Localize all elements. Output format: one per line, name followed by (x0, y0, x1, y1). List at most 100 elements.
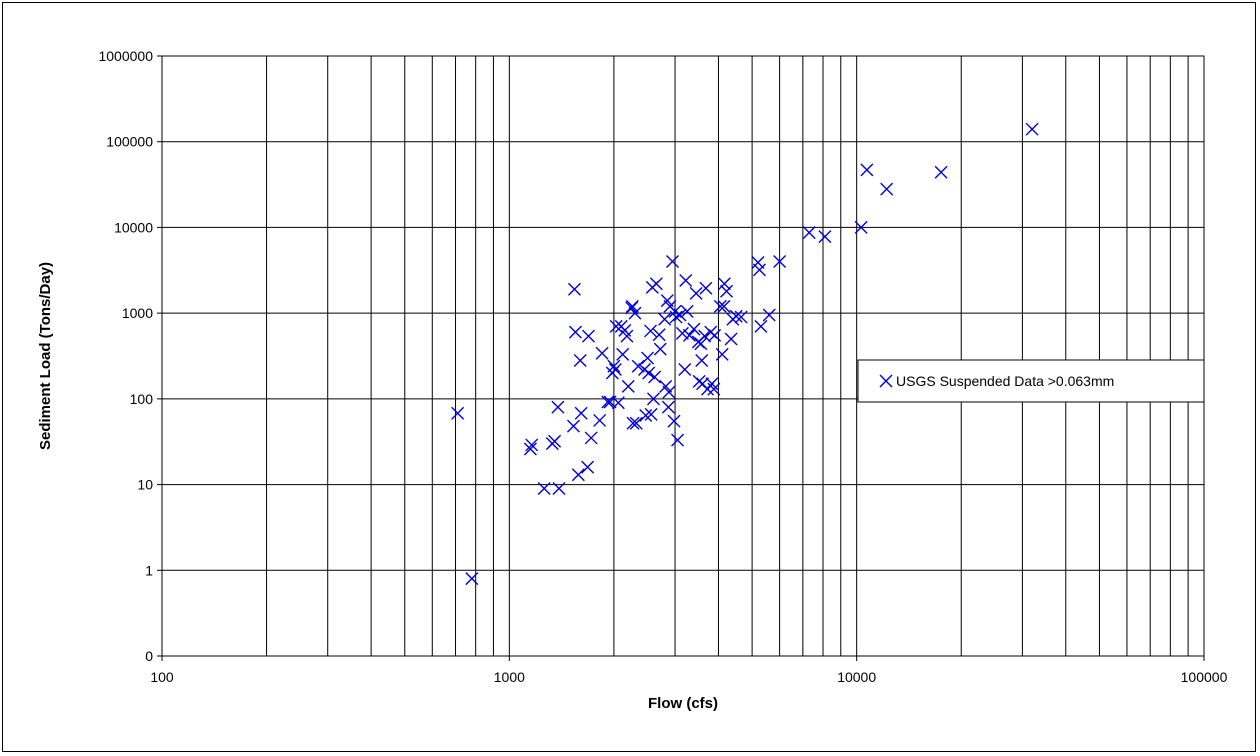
data-point (662, 385, 676, 399)
data-point (682, 328, 696, 342)
data-point (652, 328, 666, 342)
y-tick-label: 0 (145, 648, 153, 664)
y-tick-label: 100000 (106, 134, 153, 150)
data-point (762, 308, 776, 322)
data-point (523, 442, 537, 456)
data-point (667, 414, 681, 428)
y-tick-label: 10 (137, 477, 153, 493)
data-point (573, 354, 587, 368)
data-point (581, 460, 595, 474)
data-point (620, 329, 634, 343)
y-tick-label: 10000 (114, 219, 153, 235)
data-point (601, 395, 615, 409)
data-point (717, 299, 731, 313)
data-point (548, 434, 562, 448)
data-point (671, 433, 685, 447)
data-point (593, 413, 607, 427)
data-point (525, 438, 539, 452)
data-point (451, 406, 465, 420)
data-point (629, 416, 643, 430)
legend-marker-x-icon (879, 374, 893, 388)
data-point (644, 324, 658, 338)
data-point (581, 329, 595, 343)
data-point (773, 255, 787, 269)
plot-area (161, 55, 1205, 657)
data-point (715, 347, 729, 361)
x-axis-title: Flow (cfs) (648, 695, 718, 712)
y-axis-title: Sediment Load (Tons/Day) (37, 262, 54, 450)
legend-box (857, 359, 1205, 403)
data-point (574, 406, 588, 420)
y-tick-label: 1000 (122, 305, 153, 321)
data-point (646, 392, 660, 406)
data-point (621, 379, 635, 393)
data-point (689, 286, 703, 300)
gridlines (161, 56, 1204, 656)
data-point (1025, 122, 1039, 136)
legend-label: USGS Suspended Data >0.063mm (896, 373, 1114, 389)
data-point (584, 431, 598, 445)
data-point (934, 165, 948, 179)
data-point (854, 220, 868, 234)
data-point (644, 407, 658, 421)
data-point (567, 282, 581, 296)
data-point (698, 329, 712, 343)
data-point (802, 226, 816, 240)
x-tick-label: 100 (150, 669, 174, 685)
data-point (680, 304, 694, 318)
data-point (754, 319, 768, 333)
x-tick-label: 1000 (494, 669, 525, 685)
data-point (625, 299, 639, 313)
data-point (607, 359, 621, 373)
data-point (880, 182, 894, 196)
data-point (628, 306, 642, 320)
data-point (707, 382, 721, 396)
data-point (720, 284, 734, 298)
data-points (451, 122, 1039, 586)
legend: USGS Suspended Data >0.063mm (857, 359, 1205, 403)
data-point (616, 347, 630, 361)
y-tick-label: 100 (130, 391, 154, 407)
data-point (694, 337, 708, 351)
data-point (649, 277, 663, 291)
data-point (465, 572, 479, 586)
y-axis-ticks: 0 1 10 100 1000 10000 100000 1000000 (98, 48, 162, 664)
data-point (752, 263, 766, 277)
data-point (678, 363, 692, 377)
y-tick-label: 1000000 (98, 48, 153, 64)
x-tick-label: 100000 (1181, 669, 1228, 685)
data-point (687, 322, 701, 336)
data-point (568, 325, 582, 339)
x-tick-label: 10000 (837, 669, 876, 685)
data-point (653, 342, 667, 356)
data-point (675, 326, 689, 340)
data-point (639, 408, 653, 422)
data-point (666, 255, 680, 269)
data-point (724, 332, 738, 346)
x-axis-ticks: 100 1000 10000 100000 (150, 656, 1228, 685)
data-point (818, 230, 832, 244)
data-point (642, 366, 656, 380)
data-point (734, 310, 748, 324)
data-point (571, 468, 585, 482)
data-point (641, 351, 655, 365)
data-point (648, 370, 662, 384)
data-point (608, 363, 622, 377)
data-point (537, 481, 551, 495)
data-point (611, 396, 625, 410)
data-point (708, 328, 722, 342)
data-point (631, 359, 645, 373)
data-point (626, 416, 640, 430)
data-point (679, 274, 693, 288)
data-point (552, 481, 566, 495)
data-point (566, 419, 580, 433)
data-point (658, 312, 672, 326)
data-point (699, 281, 713, 295)
data-point (595, 346, 609, 360)
data-point (860, 163, 874, 177)
data-point (661, 400, 675, 414)
y-tick-label: 1 (145, 562, 153, 578)
data-point (717, 277, 731, 291)
data-point (609, 319, 623, 333)
